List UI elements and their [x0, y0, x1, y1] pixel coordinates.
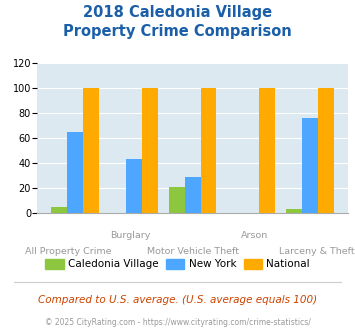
- Text: Arson: Arson: [241, 231, 268, 240]
- Text: Burglary: Burglary: [110, 231, 151, 240]
- Text: Compared to U.S. average. (U.S. average equals 100): Compared to U.S. average. (U.S. average …: [38, 295, 317, 305]
- Bar: [201, 88, 216, 213]
- Bar: [83, 88, 99, 213]
- Text: Larceny & Theft: Larceny & Theft: [279, 248, 355, 256]
- Bar: [318, 88, 334, 213]
- Bar: [67, 132, 83, 213]
- Legend: Caledonia Village, New York, National: Caledonia Village, New York, National: [41, 255, 314, 274]
- Text: © 2025 CityRating.com - https://www.cityrating.com/crime-statistics/: © 2025 CityRating.com - https://www.city…: [45, 318, 310, 327]
- Bar: [185, 177, 201, 213]
- Text: Motor Vehicle Theft: Motor Vehicle Theft: [147, 248, 239, 256]
- Bar: [142, 88, 158, 213]
- Bar: [126, 159, 142, 213]
- Bar: [169, 186, 185, 213]
- Bar: [302, 118, 318, 213]
- Text: 2018 Caledonia Village
Property Crime Comparison: 2018 Caledonia Village Property Crime Co…: [63, 5, 292, 39]
- Bar: [259, 88, 275, 213]
- Bar: [286, 209, 302, 213]
- Bar: [51, 207, 67, 213]
- Text: All Property Crime: All Property Crime: [25, 248, 111, 256]
